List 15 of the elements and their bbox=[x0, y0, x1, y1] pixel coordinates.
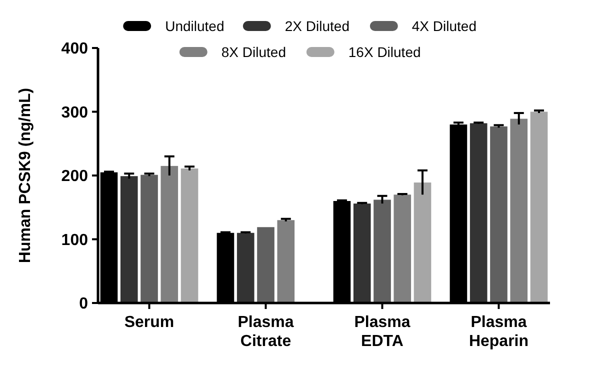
y-axis-title: Human PCSK9 (ng/mL) bbox=[17, 88, 34, 264]
y-tick-label: 300 bbox=[61, 104, 88, 122]
x-tick-label: Plasma Citrate bbox=[238, 314, 294, 350]
x-tick-label: Plasma Heparin bbox=[468, 314, 529, 350]
y-tick-label: 100 bbox=[61, 232, 88, 249]
legend-label: 8X Diluted bbox=[221, 44, 286, 60]
legend-label: 16X Diluted bbox=[348, 44, 421, 60]
y-tick-label: 200 bbox=[61, 168, 88, 186]
x-tick-label: Serum bbox=[124, 314, 174, 331]
y-tick-label: 400 bbox=[61, 40, 88, 58]
legend-label: Undiluted bbox=[165, 18, 224, 34]
x-tick-label: Plasma EDTA bbox=[354, 314, 410, 350]
legend-label: 4X Diluted bbox=[412, 18, 476, 34]
y-tick-label: 0 bbox=[79, 296, 88, 313]
legend-label: 2X Diluted bbox=[284, 18, 350, 34]
